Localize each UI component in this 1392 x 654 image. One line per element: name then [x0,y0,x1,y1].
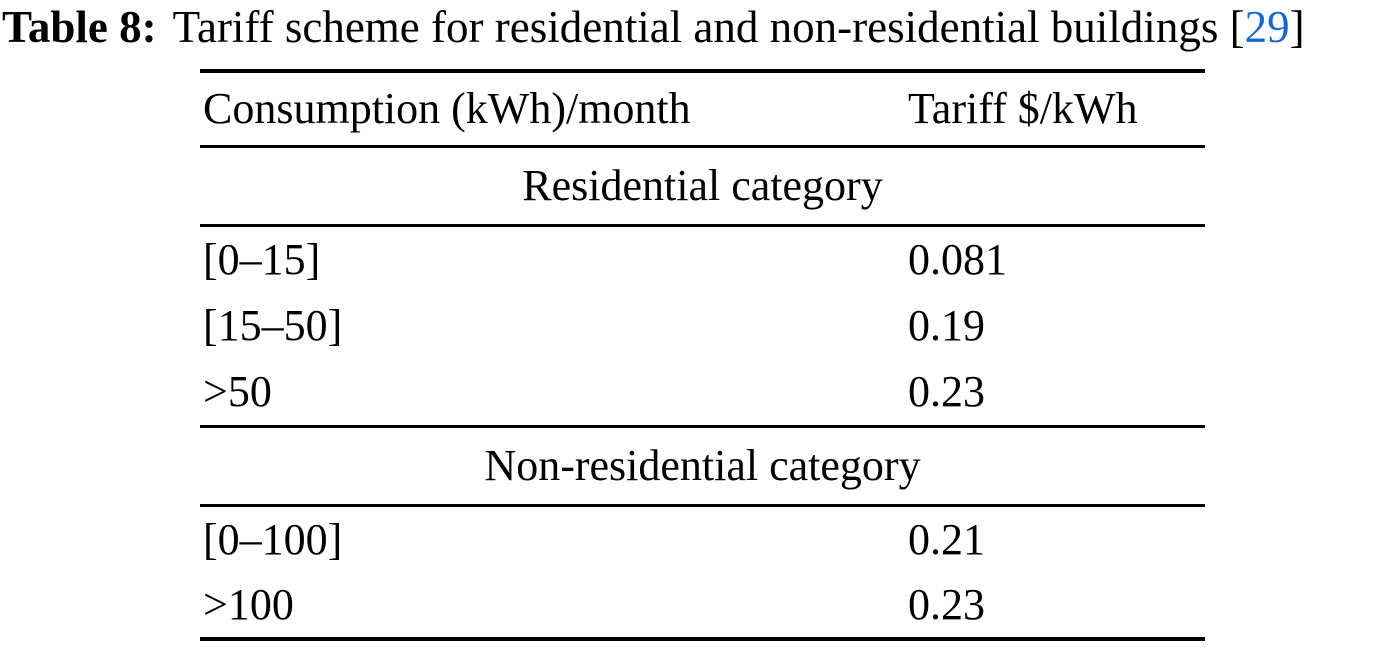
section-row-non-residential: Non-residential category [200,424,1205,507]
consumption-cell: [0–15] [203,234,321,284]
header-row: Consumption (kWh)/month Tariff $/kWh [200,71,1205,148]
consumption-cell: [15–50] [203,301,343,350]
tariff-table-body: Residential category [0–15] 0.081 [15–50… [200,146,1205,639]
tariff-table-head: Consumption (kWh)/month Tariff $/kWh [200,71,1205,148]
section-header-residential: Residential category [200,146,1205,227]
table-caption-text: Tariff scheme for residential and non-re… [172,2,1219,52]
consumption-cell: >100 [203,580,294,629]
table-row: [0–100] 0.21 [200,505,1205,572]
table-caption: Table 8: Tariff scheme for residential an… [2,1,1392,53]
citation-link[interactable]: 29 [1244,2,1290,52]
table-row: >50 0.23 [200,359,1205,426]
table-row: [0–15] 0.081 [200,225,1205,292]
column-header-tariff: Tariff $/kWh [908,71,1205,148]
tariff-cell: 0.23 [908,580,985,629]
table-row: [15–50] 0.19 [200,292,1205,359]
tariff-cell: 0.23 [908,367,985,417]
table-caption-label: Table 8: [2,2,157,52]
tariff-cell: 0.081 [908,234,1007,284]
tariff-table: Consumption (kWh)/month Tariff $/kWh Res… [200,69,1205,641]
citation-bracket-open: [ [1229,2,1245,52]
section-row-residential: Residential category [200,146,1205,227]
consumption-cell: [0–100] [203,514,343,564]
tariff-cell: 0.19 [908,301,985,350]
tariff-cell: 0.21 [908,514,985,564]
citation-bracket-close: ] [1289,2,1305,52]
table-row: >100 0.23 [200,572,1205,639]
column-header-consumption: Consumption (kWh)/month [200,71,908,148]
section-header-non-residential: Non-residential category [200,424,1205,507]
consumption-cell: >50 [203,367,272,417]
